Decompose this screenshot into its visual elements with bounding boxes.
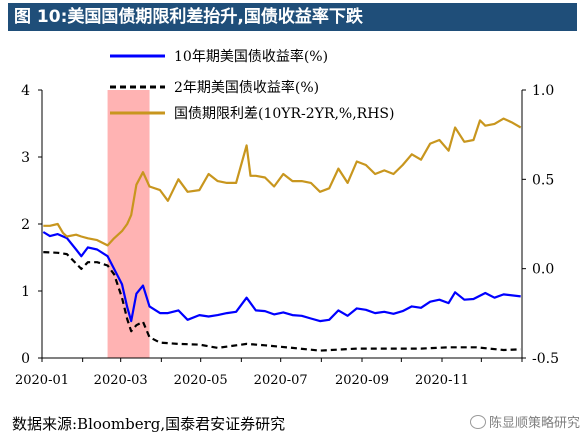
x-tick-label: 2020-09 <box>335 373 389 388</box>
series-line-3 <box>43 117 522 247</box>
series-line-2 <box>43 251 521 352</box>
series-line-1 <box>42 231 521 323</box>
right-tick-label: -0.5 <box>532 351 559 367</box>
wechat-icon <box>470 415 486 429</box>
source-note: 数据来源:Bloomberg,国泰君安证券研究 <box>12 415 286 433</box>
legend-label-2: 2年期美国债收益率(%) <box>174 79 319 96</box>
left-tick-label: 4 <box>21 83 30 99</box>
x-tick-label: 2020-11 <box>415 373 469 388</box>
legend-label-3: 国债期限利差(10YR-2YR,%,RHS) <box>174 106 395 122</box>
x-tick-label: 2020-03 <box>94 373 148 388</box>
x-tick-label: 2020-01 <box>15 373 69 388</box>
right-tick-label: 1.0 <box>532 83 554 99</box>
x-tick-label: 2020-07 <box>254 373 308 388</box>
right-tick-label: 0.5 <box>532 172 554 188</box>
shaded-region <box>107 90 150 358</box>
figure-title: 图 10:美国国债期限利差抬升,国债收益率下跌 <box>8 3 577 31</box>
watermark: 陈显顺策略研究 <box>470 412 580 431</box>
legend-label-1: 10年期美国债收益率(%) <box>174 48 328 65</box>
right-tick-label: 0.0 <box>532 262 554 278</box>
left-tick-label: 2 <box>21 217 30 233</box>
watermark-text: 陈显顺策略研究 <box>489 416 581 431</box>
x-tick-label: 2020-05 <box>174 373 228 388</box>
left-tick-label: 1 <box>21 284 30 300</box>
left-tick-label: 0 <box>21 351 30 367</box>
left-tick-label: 3 <box>21 150 30 166</box>
